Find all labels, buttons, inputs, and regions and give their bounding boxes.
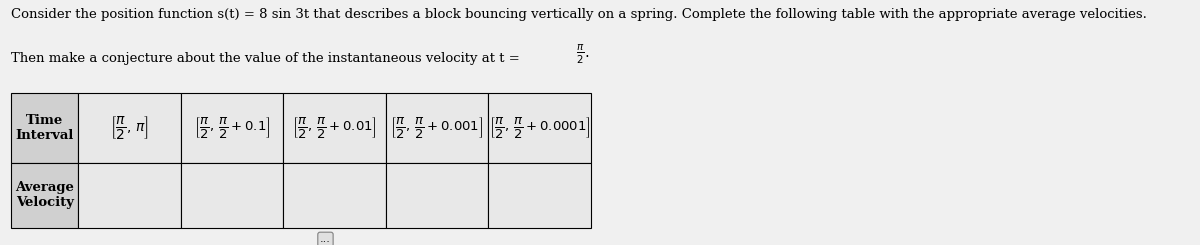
Text: Consider the position function s(t) = 8 sin 3t that describes a block bouncing v: Consider the position function s(t) = 8 … <box>11 8 1147 21</box>
Text: $\left[\dfrac{\pi}{2},\, \dfrac{\pi}{2}+0.001\right]$: $\left[\dfrac{\pi}{2},\, \dfrac{\pi}{2}+… <box>390 115 484 140</box>
Bar <box>11 163 78 228</box>
Bar <box>283 163 385 228</box>
Text: $\frac{\pi}{2}$.: $\frac{\pi}{2}$. <box>576 43 589 66</box>
Bar <box>283 93 385 163</box>
Bar <box>78 163 181 228</box>
Text: ...: ... <box>320 234 331 245</box>
Text: $\left[\dfrac{\pi}{2},\, \dfrac{\pi}{2}+0.01\right]$: $\left[\dfrac{\pi}{2},\, \dfrac{\pi}{2}+… <box>292 115 377 140</box>
Text: $\left[\dfrac{\pi}{2},\, \dfrac{\pi}{2}+0.0001\right]$: $\left[\dfrac{\pi}{2},\, \dfrac{\pi}{2}+… <box>488 115 590 140</box>
Text: $\left[\dfrac{\pi}{2},\, \dfrac{\pi}{2}+0.1\right]$: $\left[\dfrac{\pi}{2},\, \dfrac{\pi}{2}+… <box>193 115 270 140</box>
Bar <box>488 163 590 228</box>
Bar <box>181 93 283 163</box>
Bar <box>385 163 488 228</box>
Bar <box>181 163 283 228</box>
Text: Time
Interval: Time Interval <box>16 114 74 142</box>
Bar <box>488 93 590 163</box>
Bar <box>78 93 181 163</box>
Bar <box>385 93 488 163</box>
Bar <box>11 93 78 163</box>
Text: Average
Velocity: Average Velocity <box>16 181 74 209</box>
Text: Then make a conjecture about the value of the instantaneous velocity at t =: Then make a conjecture about the value o… <box>11 52 524 65</box>
Text: $\left[\dfrac{\pi}{2},\, \pi\right]$: $\left[\dfrac{\pi}{2},\, \pi\right]$ <box>110 114 149 141</box>
